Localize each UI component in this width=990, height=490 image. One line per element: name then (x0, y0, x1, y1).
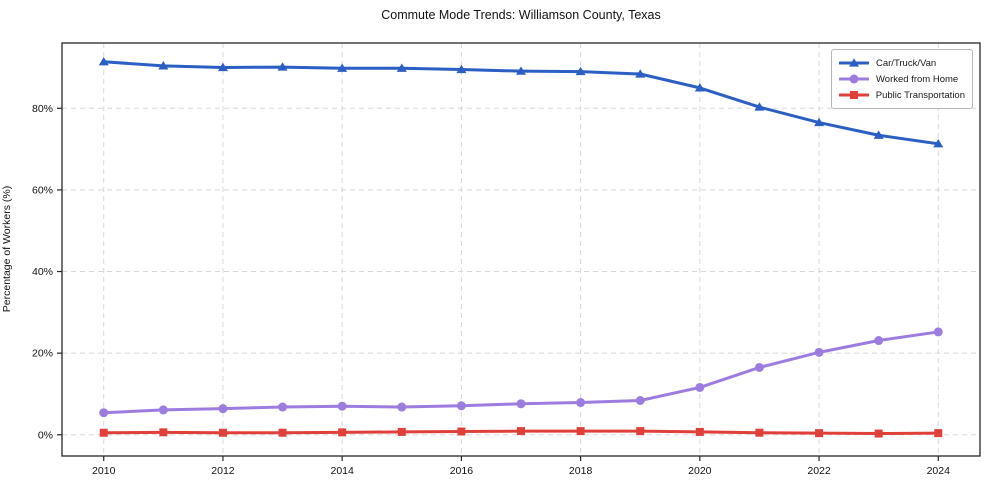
data-point-public-transportation-2023 (874, 429, 883, 438)
series-public-transportation (99, 427, 943, 438)
data-point-worked-from-home-2022 (814, 347, 824, 357)
data-point-worked-from-home-2021 (754, 362, 764, 372)
data-point-public-transportation-2016 (457, 427, 466, 436)
series-worked-from-home (99, 327, 943, 418)
data-point-public-transportation-2022 (815, 429, 824, 438)
public-transportation-line-marker-icon (839, 91, 869, 99)
y-tick-label: 40% (32, 266, 53, 278)
data-point-worked-from-home-2010 (99, 408, 109, 418)
data-point-car-truck-van-2014 (337, 63, 348, 72)
data-point-public-transportation-2018 (576, 427, 585, 436)
legend-entry-car-truck-van: Car/Truck/Van (839, 55, 965, 71)
data-point-car-truck-van-2011 (158, 61, 169, 70)
x-tick-label: 2022 (807, 465, 831, 477)
data-point-car-truck-van-2020 (694, 83, 705, 92)
data-point-public-transportation-2012 (218, 428, 227, 437)
legend-marker-triangle (849, 58, 859, 67)
y-tick-label: 0% (38, 429, 53, 441)
x-tick-label: 2018 (569, 465, 593, 477)
x-tick-label: 2016 (450, 465, 474, 477)
data-point-car-truck-van-2010 (98, 56, 109, 66)
x-tick-label: 2012 (211, 465, 235, 477)
data-point-car-truck-van-2016 (456, 64, 467, 74)
data-point-public-transportation-2024 (934, 429, 943, 438)
data-point-car-truck-van-2023 (873, 130, 884, 139)
legend-entry-worked-from-home: Worked from Home (839, 71, 965, 87)
y-tick-label: 20% (32, 348, 53, 360)
data-point-worked-from-home-2023 (874, 336, 884, 346)
data-point-worked-from-home-2012 (218, 404, 228, 414)
chart-title: Commute Mode Trends: Williamson County, … (381, 8, 661, 22)
data-point-worked-from-home-2015 (397, 402, 407, 412)
data-point-car-truck-van-2017 (516, 66, 526, 75)
legend-marker-circle (849, 74, 859, 84)
data-point-car-truck-van-2018 (575, 66, 586, 76)
legend-label: Public Transportation (875, 89, 965, 101)
data-point-worked-from-home-2014 (337, 401, 347, 411)
data-point-worked-from-home-2018 (576, 398, 586, 408)
x-tick-label: 2014 (330, 465, 354, 477)
data-point-car-truck-van-2012 (217, 62, 228, 72)
data-point-worked-from-home-2024 (933, 327, 943, 337)
legend-marker-square (850, 91, 858, 99)
data-point-worked-from-home-2019 (635, 395, 645, 405)
data-point-public-transportation-2020 (695, 427, 704, 436)
legend: Car/Truck/Van Worked from Home Public Tr… (831, 49, 973, 109)
y-tick-label: 60% (32, 184, 53, 196)
legend-entry-public-transportation: Public Transportation (839, 87, 965, 103)
data-point-car-truck-van-2019 (635, 69, 646, 78)
data-point-public-transportation-2010 (99, 428, 108, 437)
legend-label: Car/Truck/Van (876, 57, 937, 69)
y-tick-label: 80% (32, 103, 53, 115)
legend-label: Worked from Home (876, 73, 959, 85)
data-point-worked-from-home-2020 (695, 382, 705, 392)
data-point-car-truck-van-2021 (754, 102, 765, 111)
data-point-public-transportation-2015 (397, 427, 406, 436)
x-tick-label: 2024 (927, 465, 951, 477)
data-point-public-transportation-2013 (278, 428, 287, 437)
data-point-public-transportation-2011 (159, 428, 168, 437)
x-tick-label: 2010 (92, 465, 116, 477)
worked-from-home-line-marker-icon (839, 74, 869, 84)
data-point-public-transportation-2019 (636, 427, 645, 436)
series-car-truck-van (98, 56, 944, 148)
data-point-public-transportation-2021 (755, 428, 764, 437)
car-truck-van-line-marker-icon (839, 58, 869, 67)
data-point-car-truck-van-2022 (814, 117, 825, 127)
data-point-car-truck-van-2013 (277, 62, 288, 71)
plot-border (61, 42, 981, 457)
data-point-car-truck-van-2024 (933, 139, 944, 148)
data-point-worked-from-home-2013 (278, 402, 288, 412)
data-point-worked-from-home-2017 (516, 399, 526, 409)
data-point-worked-from-home-2011 (158, 405, 168, 415)
data-point-car-truck-van-2015 (396, 63, 407, 72)
data-point-public-transportation-2014 (338, 428, 347, 437)
data-point-public-transportation-2017 (517, 427, 525, 436)
data-point-worked-from-home-2016 (456, 401, 466, 411)
x-tick-label: 2020 (688, 465, 712, 477)
